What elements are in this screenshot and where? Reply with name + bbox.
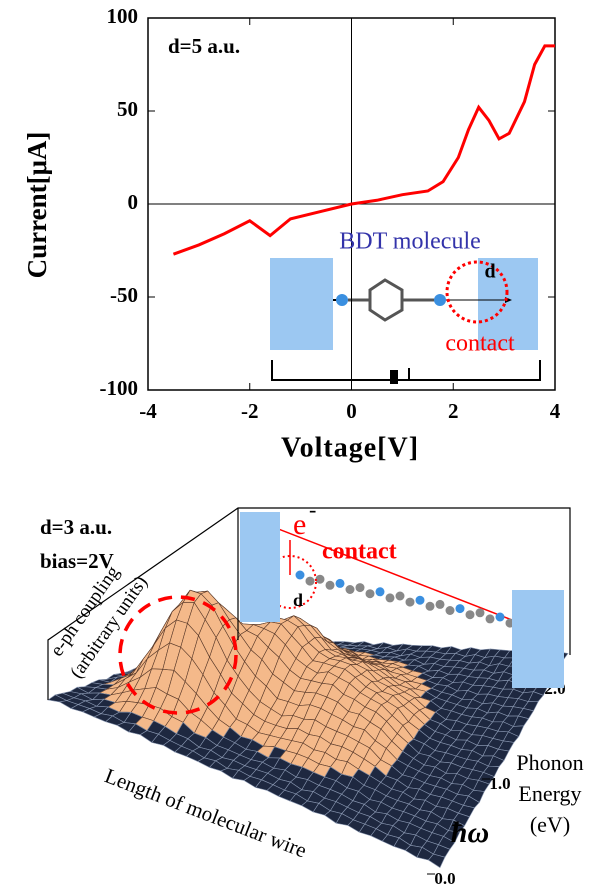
annotation: d=3 a.u. [40,515,112,539]
annotation: d [484,261,495,283]
atom [386,593,395,602]
atom [296,571,305,580]
y-tick-label: 1.0 [489,774,510,793]
y-axis-label: Phonon [516,750,583,775]
atom [426,602,435,611]
x-axis-label: Voltage[V] [281,432,419,463]
surface [48,590,568,867]
atom [326,581,335,590]
annotation: contact [445,331,515,357]
x-tick-label: -4 [139,399,157,423]
atom [396,592,405,601]
annotation: BDT molecule [339,229,481,255]
y-axis-label: (eV) [530,812,570,837]
annotation: bias=2V [40,549,114,573]
series-line [173,46,555,254]
circuit [272,360,540,380]
y-axis-symbol: ħω [451,816,489,849]
y-tick-label: -50 [110,283,138,307]
y-axis-label: Energy [518,781,581,806]
atom [456,604,465,613]
atom [406,598,415,607]
atom [466,610,475,619]
battery [390,370,398,384]
y-tick-label: 100 [107,4,139,28]
atom [436,600,445,609]
annotation: e [293,508,306,541]
atom [336,294,348,306]
atom [376,587,385,596]
x-tick-label: 2 [448,399,459,423]
electron-path [245,516,525,625]
y-tick-label: -100 [100,376,139,400]
x-tick-label: 0 [346,399,357,423]
annotation: contact [322,539,397,565]
atom [476,608,485,617]
x-tick-label: 4 [550,399,561,423]
annotation: d=5 a.u. [168,34,240,58]
atom [336,579,345,588]
contact-right [512,590,564,688]
y-tick-label: 50 [117,97,138,121]
contact-left [240,512,280,622]
atom [416,596,425,605]
y-tick-label: 0 [128,190,139,214]
atom [446,606,455,615]
x-tick-label: -2 [241,399,259,423]
atom [346,585,355,594]
ring [370,280,402,320]
atom [486,614,495,623]
inset [270,258,540,384]
y-axis-label: Current[μA] [22,132,52,279]
atom [434,294,446,306]
annotation: d [293,590,303,610]
y-tick-label: 0.0 [434,869,455,888]
atom [356,583,365,592]
atom [306,577,315,586]
contact-left [270,258,333,350]
atom [496,613,505,622]
annotation: - [309,497,316,522]
figure: -100 -50 0 50 100 -4 -2 0 2 4 Voltage[V] Current[μA… [0,0,600,890]
atom [366,589,375,598]
